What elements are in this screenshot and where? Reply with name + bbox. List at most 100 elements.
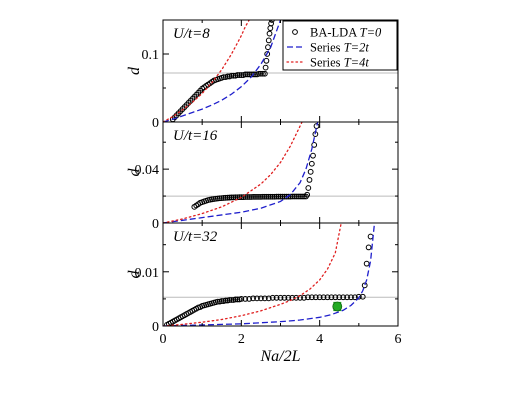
data-point	[220, 195, 227, 201]
x-axis-label: Na/2L	[259, 348, 300, 365]
data-point	[289, 193, 296, 200]
data-point	[250, 295, 256, 302]
data-point	[265, 193, 272, 200]
data-point	[301, 193, 307, 200]
data-point	[246, 71, 253, 78]
data-point	[263, 57, 270, 64]
data-point	[365, 244, 372, 251]
data-point	[265, 295, 272, 302]
series-line-t4t	[163, 20, 250, 122]
y-tick-label: 0.04	[135, 163, 160, 178]
data-point	[261, 295, 268, 302]
data-point	[228, 72, 235, 79]
data-point	[269, 294, 276, 301]
legend-entry-label: Series T=2t	[310, 41, 369, 55]
data-point	[218, 195, 225, 201]
y-tick-label: 0.1	[142, 48, 160, 63]
data-point	[273, 294, 280, 301]
y-axis-label: d	[126, 66, 143, 75]
data-point	[320, 294, 327, 301]
data-point	[267, 25, 274, 32]
series-line-t2t	[163, 122, 319, 223]
data-point	[355, 293, 362, 300]
data-point	[234, 72, 241, 78]
data-point	[285, 193, 292, 200]
data-point	[340, 294, 347, 301]
plot-area	[163, 122, 320, 223]
data-point	[291, 193, 298, 200]
data-point	[293, 193, 300, 200]
data-point	[250, 71, 256, 78]
data-point	[268, 20, 275, 27]
data-point	[312, 294, 319, 301]
data-point	[228, 297, 235, 303]
legend-entry-label: Series T=4t	[310, 56, 369, 70]
data-point	[262, 64, 269, 71]
data-point	[311, 141, 318, 148]
data-point	[256, 193, 262, 200]
data-point	[308, 294, 315, 301]
panel-label: U/t=32	[173, 229, 218, 245]
data-point	[222, 194, 229, 201]
data-point	[277, 294, 284, 301]
data-point	[238, 295, 245, 302]
data-point	[244, 194, 251, 200]
data-point	[332, 294, 339, 301]
data-point	[258, 70, 264, 77]
data-point	[261, 193, 268, 200]
data-point	[328, 294, 335, 301]
data-point	[271, 193, 278, 200]
data-point	[246, 295, 253, 302]
x-tick-label: 4	[316, 332, 323, 347]
data-point	[285, 294, 292, 301]
data-point	[267, 193, 274, 200]
data-point	[238, 194, 245, 201]
data-point	[242, 71, 249, 78]
panel-label: U/t=8	[173, 26, 210, 42]
data-point	[226, 297, 233, 303]
data-point	[305, 185, 312, 191]
series-ba-lda	[164, 233, 374, 326]
series-line-t2t	[163, 20, 282, 122]
series-line-t2t	[163, 223, 376, 326]
y-axis-label: d	[126, 270, 143, 279]
error-marker	[332, 301, 343, 312]
x-tick-label: 2	[238, 332, 245, 347]
data-point	[277, 193, 284, 200]
y-tick-label: 0	[152, 116, 159, 131]
data-point	[216, 195, 223, 202]
data-point	[242, 295, 249, 302]
data-point	[250, 193, 256, 200]
x-tick-label: 6	[395, 332, 402, 347]
data-point	[310, 152, 316, 159]
data-point	[232, 296, 239, 303]
plot-area	[163, 223, 376, 326]
data-point	[230, 72, 237, 79]
data-point	[359, 293, 366, 300]
y-tick-label: 0	[152, 320, 159, 335]
panel-label: U/t=16	[173, 128, 218, 144]
data-point	[258, 193, 264, 200]
data-point	[261, 70, 268, 77]
data-point	[306, 177, 313, 183]
legend-entry-label: BA-LDA T=0	[310, 26, 382, 40]
data-point	[344, 294, 350, 301]
data-point	[230, 194, 237, 201]
data-point	[273, 193, 280, 200]
data-point	[256, 70, 262, 77]
data-point	[244, 71, 251, 78]
data-point	[367, 233, 374, 240]
data-point	[305, 294, 311, 301]
data-point	[279, 193, 286, 200]
data-point	[264, 51, 271, 57]
data-point	[269, 193, 276, 200]
plot-area	[163, 20, 282, 122]
data-point	[259, 70, 266, 77]
data-point	[214, 298, 221, 305]
data-point	[226, 194, 233, 201]
data-point	[236, 194, 243, 201]
data-point	[234, 296, 241, 303]
y-tick-label: 0.01	[135, 266, 160, 281]
